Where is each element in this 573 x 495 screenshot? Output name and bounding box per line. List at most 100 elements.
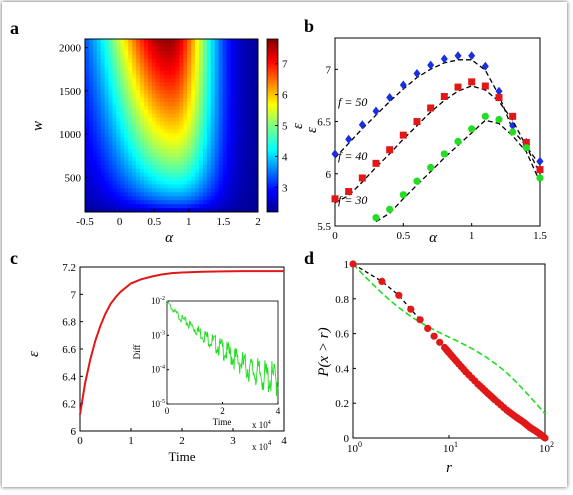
heatmap-cell <box>234 196 239 201</box>
heatmap-cell <box>246 101 251 107</box>
heatmap-cell <box>199 208 204 213</box>
heatmap-cell <box>183 188 188 193</box>
panel-b-point-f40 <box>522 138 530 146</box>
heatmap-cell <box>159 133 165 138</box>
heatmap-cell <box>191 105 196 111</box>
heatmap-cell <box>246 176 251 181</box>
heatmap-cell <box>210 46 216 52</box>
heatmap-cell <box>112 192 117 197</box>
heatmap-cell <box>140 50 145 56</box>
heatmap-cell <box>230 113 235 119</box>
heatmap-cell <box>206 54 212 60</box>
heatmap-cell <box>218 46 224 52</box>
heatmap-cell <box>159 176 165 181</box>
heatmap-cell <box>187 156 192 162</box>
heatmap-cell <box>183 125 188 130</box>
heatmap-cell <box>96 184 102 189</box>
heatmap-cell <box>88 105 94 111</box>
heatmap-cell <box>140 137 145 142</box>
heatmap-cell <box>151 145 157 150</box>
heatmap-cell <box>206 113 212 119</box>
heatmap-cell <box>159 54 165 60</box>
heatmap-cell <box>96 208 102 213</box>
heatmap-cell <box>108 101 113 107</box>
heatmap-cell <box>171 156 176 162</box>
heatmap-cell <box>88 50 94 56</box>
heatmap-cell <box>88 188 94 193</box>
heatmap-cell <box>214 78 220 83</box>
heatmap-cell <box>112 105 117 111</box>
heatmap-cell <box>206 196 212 201</box>
heatmap-cell <box>246 58 251 63</box>
panel-d-xtick-exponent: 2 <box>550 440 554 449</box>
heatmap-cell <box>151 58 157 63</box>
heatmap-cell <box>214 50 220 56</box>
heatmap-cell <box>234 82 239 87</box>
heatmap-cell <box>226 62 231 67</box>
heatmap-cell <box>234 101 239 107</box>
heatmap-cell <box>104 208 109 213</box>
heatmap-cell <box>195 141 200 146</box>
heatmap-cell <box>250 113 255 119</box>
heatmap-cell <box>179 39 184 44</box>
heatmap-cell <box>179 94 184 99</box>
heatmap-cell <box>250 145 255 150</box>
heatmap-cell <box>226 74 231 79</box>
heatmap-cell <box>187 101 192 107</box>
heatmap-cell <box>195 204 200 209</box>
heatmap-cell <box>246 109 251 115</box>
heatmap-cell <box>132 62 137 67</box>
heatmap-cell <box>250 156 255 162</box>
heatmap-cell <box>242 137 247 142</box>
heatmap-cell <box>128 176 133 181</box>
heatmap-cell <box>143 160 149 166</box>
heatmap-cell <box>202 105 208 111</box>
heatmap-cell <box>210 113 216 119</box>
heatmap-cell <box>175 109 180 115</box>
heatmap-cell <box>218 176 224 181</box>
heatmap-cell <box>171 74 176 79</box>
heatmap-cell <box>246 113 251 119</box>
heatmap-cell <box>202 101 208 107</box>
heatmap-cell <box>214 156 220 162</box>
heatmap-cell <box>191 117 196 122</box>
heatmap-cell <box>116 141 121 146</box>
heatmap-cell <box>136 184 141 189</box>
heatmap-cell <box>179 164 184 170</box>
heatmap-cell <box>96 54 102 60</box>
inset-ylabel: Diff <box>132 345 142 360</box>
heatmap-cell <box>116 196 121 201</box>
heatmap-cell <box>234 160 239 166</box>
heatmap-cell <box>100 129 106 134</box>
heatmap-cell <box>163 168 168 174</box>
heatmap-cell <box>85 208 90 213</box>
panel-d-point <box>430 332 438 340</box>
heatmap-cell <box>92 200 98 205</box>
heatmap-cell <box>140 54 145 60</box>
heatmap-cell <box>179 184 184 189</box>
panel-b-point-f40 <box>454 83 462 91</box>
heatmap-cell <box>143 129 149 134</box>
heatmap-cell <box>124 86 129 91</box>
heatmap-cell <box>116 70 121 75</box>
heatmap-cell <box>179 196 184 201</box>
inset-xlabel: Time <box>213 417 232 427</box>
heatmap-cell <box>100 133 106 138</box>
heatmap-cell <box>100 90 106 95</box>
heatmap-cell <box>92 117 98 122</box>
heatmap-cell <box>175 121 180 126</box>
heatmap-cell <box>96 117 102 122</box>
heatmap-cell <box>234 39 239 44</box>
heatmap-cell <box>195 164 200 170</box>
heatmap-cell <box>214 54 220 60</box>
heatmap-cell <box>88 70 94 75</box>
heatmap-cell <box>151 204 157 209</box>
heatmap-cell <box>136 82 141 87</box>
heatmap-cell <box>183 39 188 44</box>
heatmap-cell <box>250 101 255 107</box>
panel-b-point-f50 <box>399 80 407 90</box>
heatmap-cell <box>187 117 192 122</box>
heatmap-cell <box>254 188 259 193</box>
heatmap-cell <box>234 78 239 83</box>
